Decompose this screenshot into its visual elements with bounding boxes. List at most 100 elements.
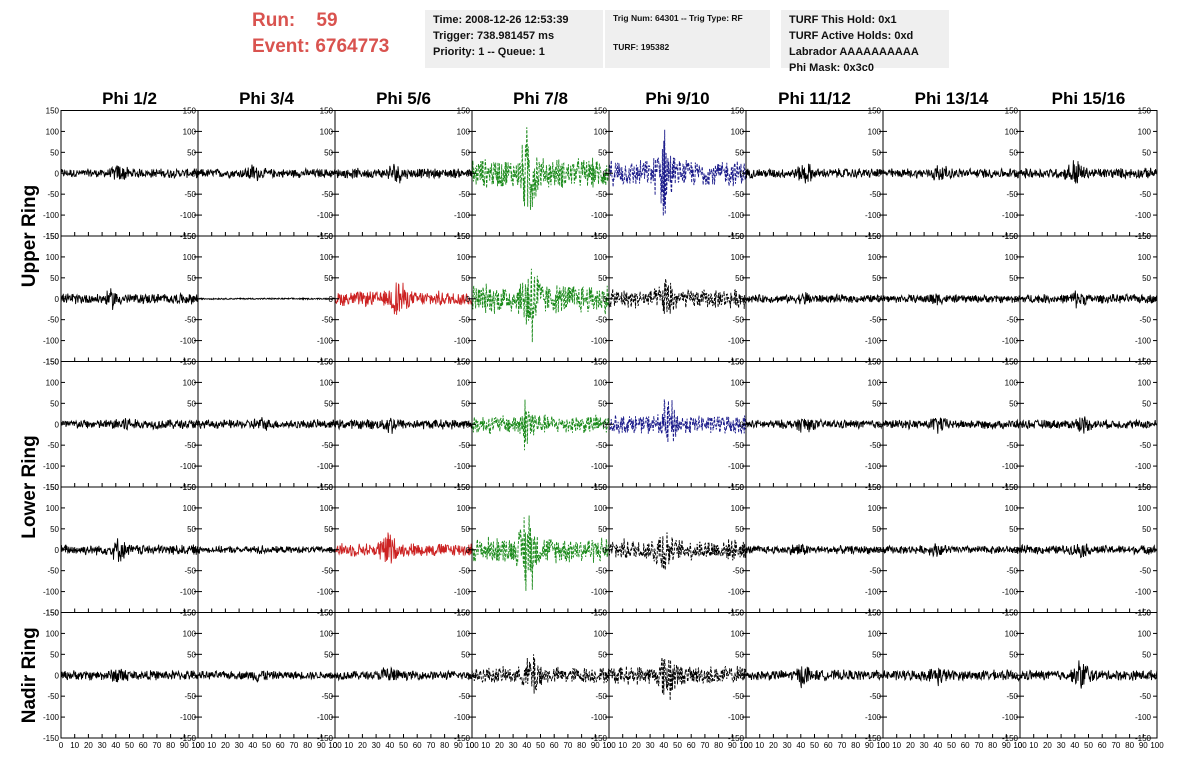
y-tick-label: 50 [1142,274,1151,283]
y-tick-label: 50 [187,525,196,534]
y-tick-label: -50 [1139,190,1151,199]
x-tick-label: 0 [59,741,64,750]
x-tick-label: 70 [700,741,709,750]
event-row: Event: 6764773 [252,34,389,60]
y-tick-label: -100 [43,588,60,597]
x-tick-label: 100 [328,741,342,750]
y-tick-label: -50 [321,190,333,199]
y-tick-label: 0 [877,169,882,178]
y-tick-label: 100 [868,253,882,262]
y-tick-label: 50 [461,525,470,534]
waveform-trace [882,165,1021,181]
y-tick-label: -100 [865,462,882,471]
waveform-trace [60,418,199,431]
y-tick-label: -50 [732,692,744,701]
y-tick-label: -100 [317,462,334,471]
y-tick-label: 150 [868,483,882,492]
y-tick-label: 0 [329,420,334,429]
waveform-trace [745,543,884,556]
y-tick-label: 150 [183,609,197,618]
waveform-trace [1019,416,1158,434]
x-tick-label: 60 [824,741,833,750]
y-tick-label: -50 [47,441,59,450]
y-tick-label: -100 [454,337,471,346]
waveform-trace [471,654,610,694]
event-label: Event: [252,36,311,57]
y-tick-label: 100 [1005,629,1019,638]
y-tick-label: -50 [458,692,470,701]
x-tick-label: 10 [755,741,764,750]
y-tick-label: -100 [591,337,608,346]
y-tick-label: -100 [317,211,334,220]
y-tick-label: 150 [1005,107,1019,116]
column-header: Phi 13/14 [915,89,989,108]
y-tick-label: 100 [731,253,745,262]
y-tick-label: 100 [183,504,197,513]
y-tick-label: 0 [55,420,60,429]
y-tick-label: 150 [183,358,197,367]
y-tick-label: 0 [466,420,471,429]
y-tick-label: 50 [461,650,470,659]
y-tick-label: 100 [46,253,60,262]
y-tick-label: 100 [594,629,608,638]
y-tick-label: -100 [317,713,334,722]
x-tick-label: 100 [465,741,479,750]
x-tick-label: 80 [577,741,586,750]
y-tick-label: 150 [457,609,471,618]
y-tick-label: 0 [603,420,608,429]
y-tick-label: 100 [868,127,882,136]
y-tick-label: 100 [868,504,882,513]
y-tick-label: -50 [1006,316,1018,325]
x-tick-label: 40 [796,741,805,750]
y-tick-label: -100 [1135,211,1152,220]
x-tick-label: 20 [632,741,641,750]
x-tick-label: 50 [399,741,408,750]
x-tick-label: 20 [769,741,778,750]
waveform-trace [1019,543,1158,559]
y-tick-label: -100 [454,588,471,597]
y-tick-label: 150 [594,358,608,367]
ring-label: Nadir Ring [19,627,40,723]
y-tick-label: 100 [1005,253,1019,262]
y-tick-label: -50 [1006,567,1018,576]
x-tick-label: 80 [1125,741,1134,750]
y-tick-label: -100 [454,211,471,220]
x-tick-label: 90 [865,741,874,750]
y-tick-label: -50 [595,316,607,325]
x-tick-label: 100 [602,741,616,750]
x-tick-label: 60 [1098,741,1107,750]
waveform-trace [197,545,336,555]
x-tick-label: 90 [591,741,600,750]
y-tick-label: 100 [183,378,197,387]
waveform-trace [745,418,884,433]
y-tick-label: 50 [598,525,607,534]
x-tick-label: 20 [906,741,915,750]
x-tick-label: 20 [221,741,230,750]
y-tick-label: 50 [324,274,333,283]
y-tick-label: -100 [728,337,745,346]
y-tick-label: -100 [1135,337,1152,346]
waveform-trace [60,288,199,310]
y-tick-label: 100 [594,127,608,136]
y-tick-label: -100 [43,462,60,471]
turf-active-text: TURF Active Holds: 0xd [789,30,914,42]
y-tick-label: 150 [1138,232,1152,241]
column-header: Phi 15/16 [1052,89,1126,108]
x-tick-label: 90 [1002,741,1011,750]
y-tick-label: 100 [457,378,471,387]
x-tick-label: 50 [1084,741,1093,750]
y-tick-label: 0 [192,169,197,178]
y-tick-label: 150 [868,107,882,116]
y-tick-label: -150 [865,734,882,743]
y-tick-label: 150 [183,483,197,492]
y-tick-label: 100 [320,127,334,136]
column-header: Phi 1/2 [102,89,157,108]
y-tick-label: 50 [324,650,333,659]
y-tick-label: 50 [461,399,470,408]
y-tick-label: 50 [735,525,744,534]
x-tick-label: 30 [920,741,929,750]
y-tick-label: -100 [454,462,471,471]
y-tick-label: -50 [869,441,881,450]
y-tick-label: 100 [731,378,745,387]
y-tick-label: 150 [731,232,745,241]
